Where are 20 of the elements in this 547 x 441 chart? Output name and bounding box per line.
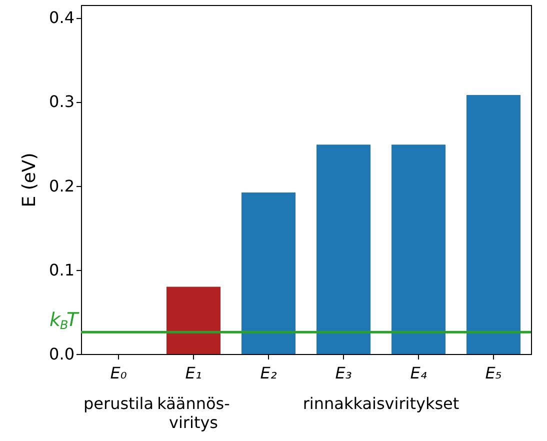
text: käännös- viritys [157,394,230,432]
bar [166,286,220,354]
bar [316,144,370,354]
text: perustila [83,394,154,413]
x-tick-label: E₅ [485,364,502,382]
bar [466,94,520,354]
bar [392,144,446,354]
y-tick-label: 0.2 [49,176,74,196]
text: rinnakkaisviritykset [302,394,460,413]
y-tick-label: 0.0 [49,344,74,364]
y-tick-label: 0.4 [49,8,74,28]
y-tick-label: 0.3 [49,92,74,112]
y-axis-title: E (eV) [19,152,40,208]
x-tick-label: E₃ [335,364,352,382]
x-tick-label: E₀ [110,364,128,382]
x-tick-label: E₄ [410,364,428,382]
y-tick-label: 0.1 [49,260,74,280]
x-tick-label: E₁ [185,364,202,382]
bar [242,192,296,354]
x-tick-label: E₂ [260,364,278,382]
